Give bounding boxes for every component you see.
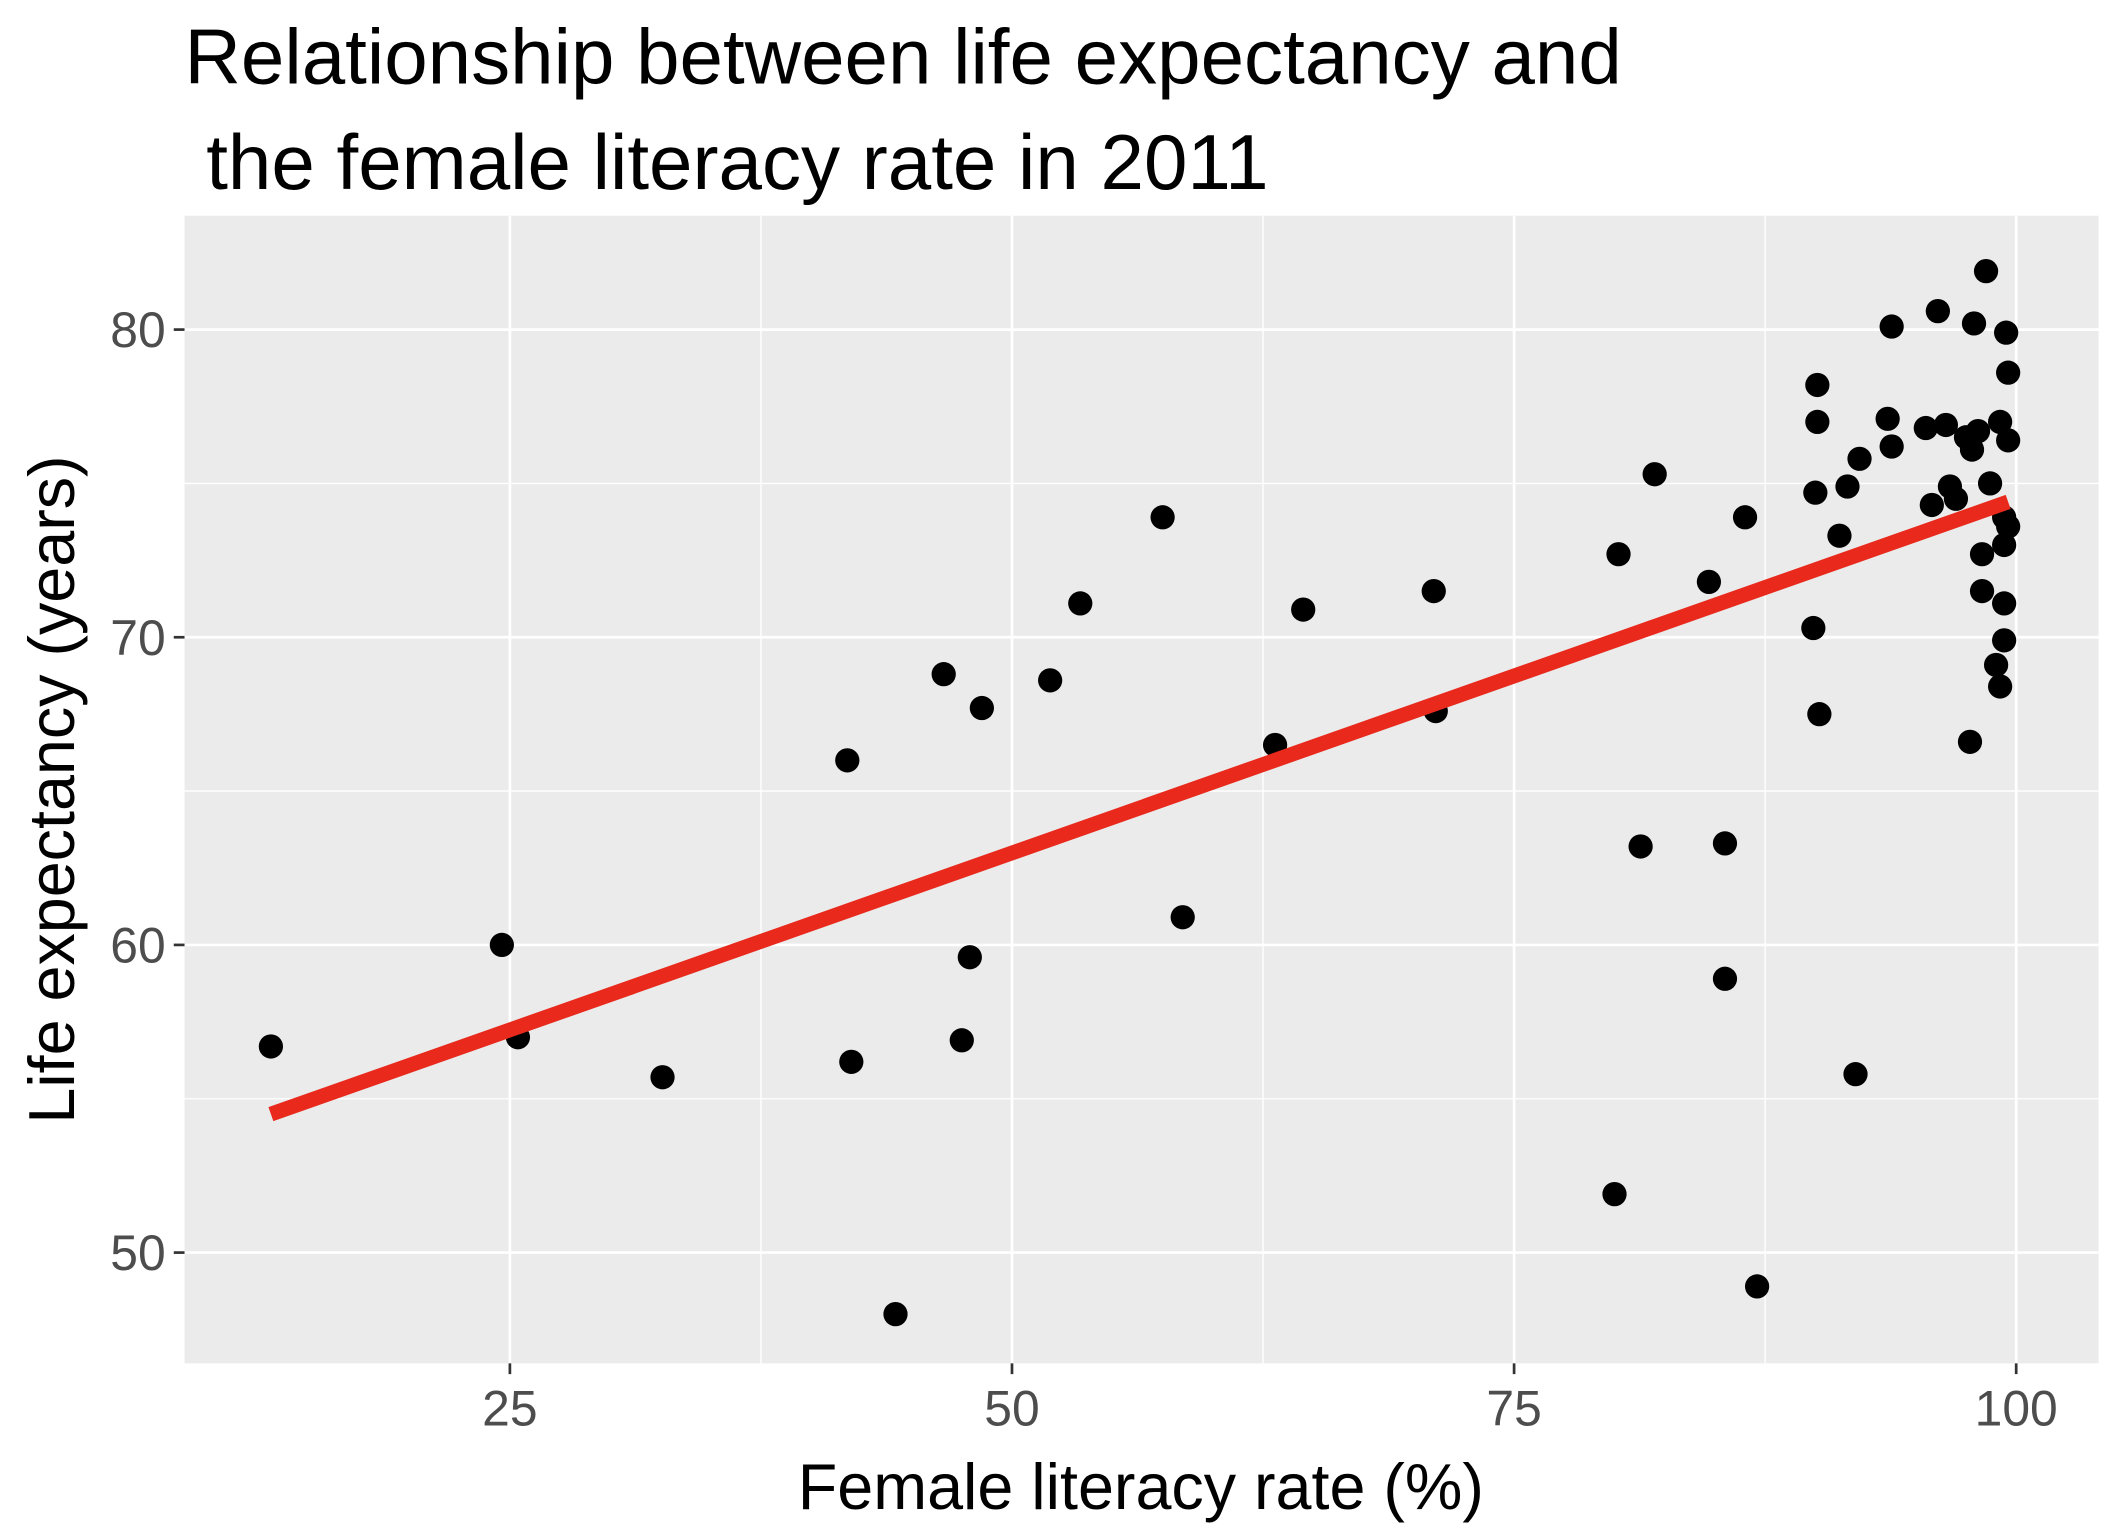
data-point [1965, 418, 1991, 444]
y-tick-label: 80 [110, 302, 165, 358]
data-point [1712, 831, 1738, 856]
x-tick-label: 25 [482, 1380, 537, 1436]
data-point [1847, 446, 1872, 471]
x-tick-label: 100 [1975, 1380, 2058, 1436]
data-point [1805, 372, 1830, 398]
data-point [1803, 480, 1828, 505]
data-point [489, 932, 514, 958]
data-point [1843, 1062, 1868, 1087]
data-point [1732, 505, 1758, 530]
data-point [1068, 591, 1093, 616]
data-point [1943, 486, 1969, 511]
data-point [1150, 505, 1175, 530]
fit-line [268, 494, 2011, 1122]
data-point [1628, 834, 1653, 859]
data-point [1879, 314, 1904, 339]
y-tick-label: 70 [110, 610, 165, 666]
data-point [835, 748, 860, 773]
data-point [1933, 412, 1959, 438]
data-point [1879, 434, 1904, 459]
data-point [650, 1065, 675, 1090]
data-point [1973, 259, 1999, 284]
data-point [1987, 674, 2013, 699]
data-point [1957, 729, 1983, 754]
data-point [1961, 311, 1987, 336]
data-point [957, 945, 982, 970]
data-point [969, 695, 994, 721]
data-point [1875, 406, 1900, 431]
data-point [1969, 578, 1995, 604]
data-point [1992, 532, 2017, 558]
y-tick-label: 50 [110, 1225, 165, 1281]
data-point [883, 1301, 908, 1327]
chart-title: Relationship between life expectancy and [185, 13, 1622, 101]
data-point [1992, 628, 2017, 653]
data-point [1602, 1182, 1627, 1207]
data-point [931, 662, 956, 687]
data-point [1977, 471, 2003, 496]
data-point [1996, 514, 2021, 539]
chart-title: the female literacy rate in 2011 [185, 118, 1269, 206]
data-point [1712, 966, 1738, 991]
data-point [1959, 437, 1985, 462]
data-point [1642, 462, 1667, 487]
data-point [1913, 415, 1938, 441]
data-point [1038, 668, 1063, 693]
data-point [949, 1028, 974, 1053]
data-point [1992, 591, 2017, 616]
y-axis-title: Life expectancy (years) [15, 455, 88, 1123]
data-point [258, 1034, 284, 1059]
data-point [1291, 597, 1316, 622]
data-point [1421, 578, 1446, 604]
data-point [1994, 320, 2019, 345]
data-point [1744, 1274, 1770, 1299]
data-point [1983, 652, 2009, 678]
x-axis-title: Female literacy rate (%) [798, 1450, 1484, 1523]
data-point [1801, 615, 1826, 641]
y-tick-label: 60 [110, 917, 165, 973]
plot-background [184, 215, 2099, 1364]
data-point [1996, 428, 2021, 453]
data-point [1170, 905, 1195, 930]
data-point [1969, 542, 1995, 567]
data-point [1807, 702, 1832, 727]
data-point [1696, 569, 1722, 594]
x-tick-label: 75 [1486, 1380, 1541, 1436]
data-point [1835, 474, 1860, 499]
data-point [839, 1049, 864, 1074]
data-point [1827, 523, 1852, 548]
data-point [1925, 299, 1950, 324]
data-point [1987, 409, 2013, 435]
data-point [1606, 542, 1631, 567]
data-point [1805, 409, 1830, 435]
data-point [1996, 360, 2021, 385]
data-point [1919, 492, 1944, 518]
x-tick-label: 50 [984, 1380, 1039, 1436]
